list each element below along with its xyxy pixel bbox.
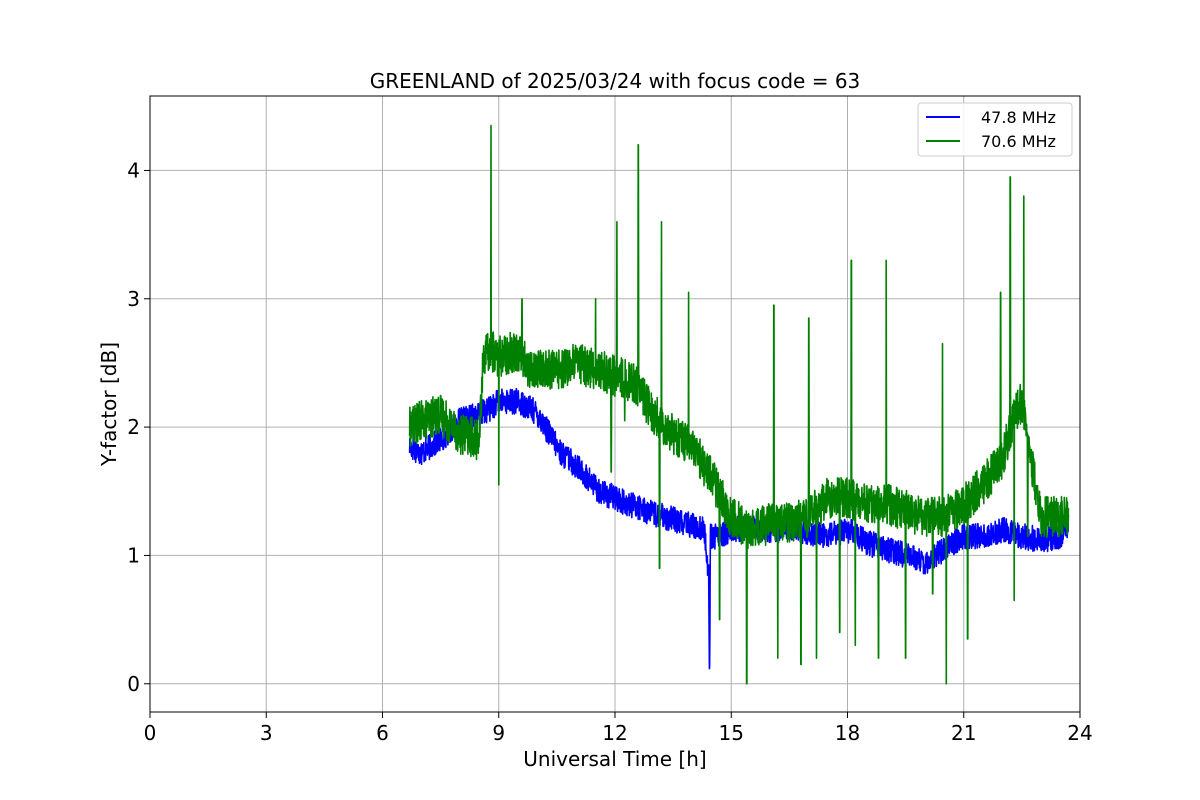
x-axis-label: Universal Time [h] <box>523 747 706 771</box>
y-tick-label: 1 <box>127 543 140 567</box>
series-group <box>408 124 1070 685</box>
x-tick-label: 0 <box>144 721 157 745</box>
y-axis-label: Y-factor [dB] <box>97 342 121 467</box>
legend-label-47-8-mhz: 47.8 MHz <box>981 108 1056 127</box>
y-tick-label: 3 <box>127 287 140 311</box>
x-tick-label: 24 <box>1067 721 1092 745</box>
x-tick-label: 15 <box>719 721 744 745</box>
legend-label-70-6-mhz: 70.6 MHz <box>981 132 1056 151</box>
x-tick-label: 21 <box>951 721 976 745</box>
x-tick-label: 12 <box>602 721 627 745</box>
x-tick-label: 3 <box>260 721 273 745</box>
grid <box>149 96 1081 712</box>
legend: 47.8 MHz 70.6 MHz <box>917 102 1073 157</box>
x-tick-label: 9 <box>492 721 505 745</box>
series-line-70-6-mhz <box>408 124 1070 685</box>
y-tick-label: 0 <box>127 672 140 696</box>
y-tick-label: 2 <box>127 415 140 439</box>
x-tick-label: 18 <box>835 721 860 745</box>
chart-title: GREENLAND of 2025/03/24 with focus code … <box>370 69 861 93</box>
y-tick-label: 4 <box>127 158 140 182</box>
x-tick-label: 6 <box>376 721 389 745</box>
